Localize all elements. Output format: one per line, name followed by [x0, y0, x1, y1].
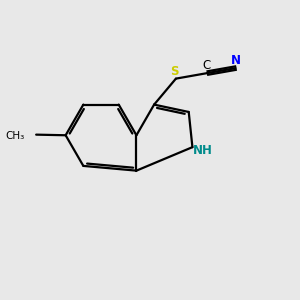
Text: C: C: [202, 59, 211, 72]
Text: NH: NH: [193, 144, 213, 157]
Text: S: S: [170, 65, 179, 78]
Text: CH₃: CH₃: [5, 131, 24, 141]
Text: N: N: [230, 54, 240, 67]
